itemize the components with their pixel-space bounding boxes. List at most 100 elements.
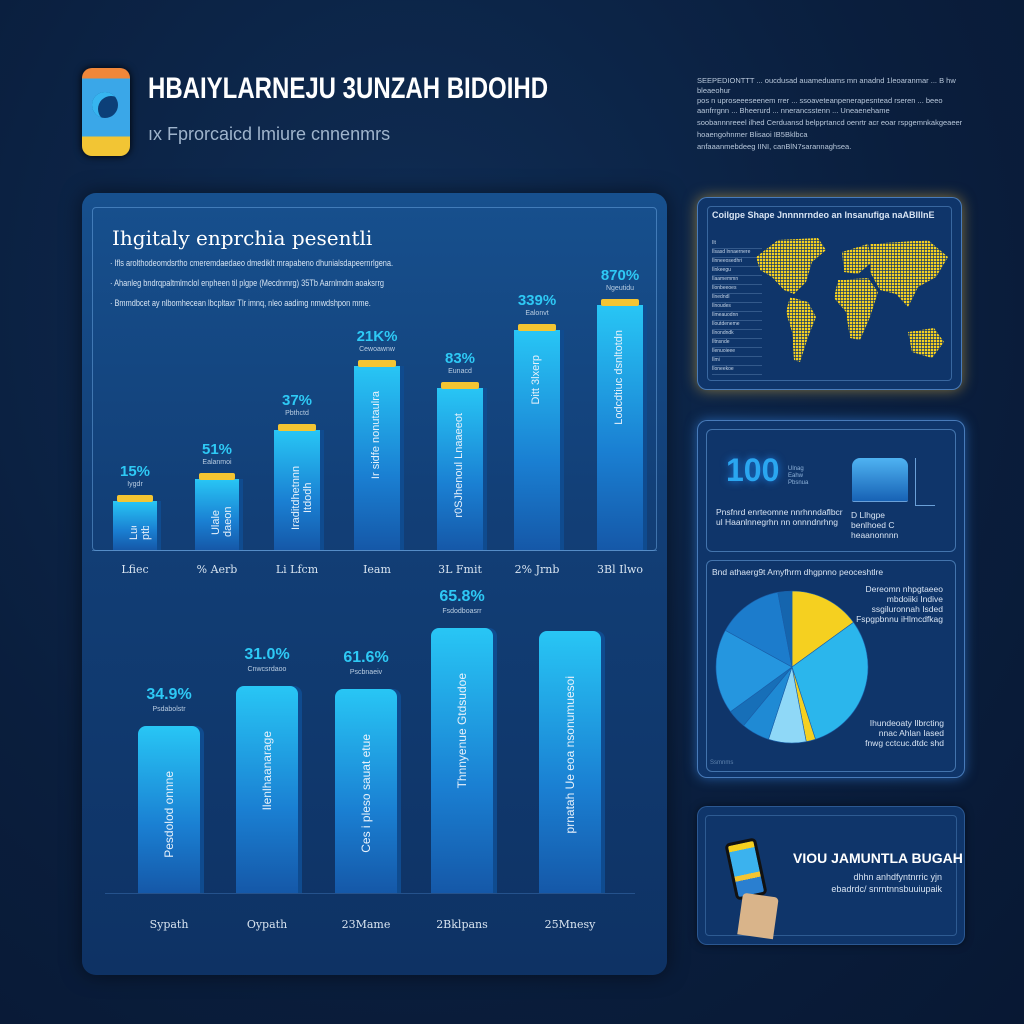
map-legend-item: Ilenuoieee bbox=[712, 348, 762, 357]
bar-inner-text: Lodcdtiuc dsnltotdn bbox=[613, 330, 625, 425]
pie-annotation-bottom: Ihundeoaty Ilbrcting nnac Ahlan Iased fn… bbox=[865, 718, 944, 748]
pie-footnote: Ssmnms bbox=[710, 760, 734, 766]
bar bbox=[113, 501, 157, 550]
category-label: Lfiec bbox=[121, 563, 149, 576]
bar bbox=[539, 630, 601, 893]
bar-sublabel: Pscbnaeiv bbox=[349, 668, 383, 676]
bar-inner-text: Pesdolod onnne bbox=[162, 771, 176, 858]
bar-sublabel: Fsdodboasrr bbox=[442, 608, 482, 615]
map-frame bbox=[707, 206, 952, 381]
note-line: hoaengohnmer Blisaoi IB5Bklbca bbox=[697, 130, 808, 139]
map-title: Coilgpe Shape Jnnnnrndeo an lnsanufiga n… bbox=[712, 210, 935, 220]
bar bbox=[437, 388, 483, 550]
bar bbox=[354, 366, 400, 550]
building-icon bbox=[852, 458, 908, 502]
bar-sublabel: Iygdr bbox=[127, 481, 143, 488]
pie-chart bbox=[715, 590, 869, 744]
promo-frame bbox=[705, 815, 957, 936]
bar-cap bbox=[117, 495, 153, 502]
bar-value-label: 65.8% bbox=[439, 588, 485, 605]
bar-cap bbox=[518, 323, 556, 331]
bar-value-label: 37% bbox=[281, 391, 313, 409]
map-legend-item: Ilnedndl bbox=[712, 294, 762, 303]
bar-inner-text: Ilenlhaanarage bbox=[260, 731, 274, 811]
map-legend-item: Iloutdeneme bbox=[712, 321, 762, 330]
bar-value-label: 21K% bbox=[356, 328, 398, 346]
bar bbox=[274, 429, 320, 550]
bar-value-label: 83% bbox=[444, 350, 476, 368]
map-legend-item: Ilnkeegu bbox=[712, 267, 762, 276]
intro-note: SEEPEDIONTTT ... oucdusad auameduams mn … bbox=[697, 76, 967, 152]
note-line: soobannnreeel ilhed Cerduansd belpprtanc… bbox=[697, 118, 963, 127]
hand-icon bbox=[737, 892, 779, 940]
bar-value-label: 51% bbox=[201, 440, 233, 458]
promo-text: dhhn anhdfyntnrric yjn ebadrdc/ snrntnns… bbox=[831, 872, 942, 894]
category-label: 2% Jrnb bbox=[514, 563, 560, 576]
pie-slice bbox=[724, 591, 793, 668]
stat-right-text: D Llhgpe benlhoed C heaanonnnn bbox=[851, 510, 899, 540]
map-legend-item: Ilaamemmn bbox=[712, 276, 762, 285]
mini-axis-icon bbox=[915, 458, 935, 506]
category-label: 2Bklpans bbox=[436, 918, 488, 931]
map-legend-item: Ilnoudes bbox=[712, 303, 762, 312]
category-label: 3Bl Ilwo bbox=[597, 563, 643, 576]
top-chart-baseline bbox=[92, 550, 657, 551]
top-chart-title: Ihgitaly enprchia pesentli bbox=[112, 226, 373, 250]
stat-left-text: Pnsfnrd enrteomne nnrhnndaflbcr ul Haanl… bbox=[716, 507, 843, 527]
big-number-caption: Ulnag Eahw Pbsnua bbox=[788, 466, 808, 487]
bar-cap bbox=[601, 299, 639, 306]
map-legend-item: Iltnsnde bbox=[712, 339, 762, 348]
bar-sublabel: Ealonvt bbox=[525, 309, 549, 317]
bar-sublabel: Psdabolstr bbox=[152, 706, 186, 714]
pie-slice bbox=[777, 590, 793, 668]
pie-title: Bnd athaerg9t Amyfhrm dhgpnno peoceshtlr… bbox=[712, 567, 884, 577]
pie-box bbox=[706, 560, 956, 772]
top-chart-frame bbox=[92, 207, 657, 551]
bar-value-label: 870% bbox=[600, 267, 640, 284]
bar bbox=[335, 688, 397, 893]
stat-box bbox=[706, 429, 956, 552]
bar-value-label: 15% bbox=[119, 463, 151, 480]
note-line: anfaaanmebdeeg IINI, canBlN7sarannaghsea… bbox=[697, 142, 852, 151]
caption-line: Ulnag bbox=[788, 466, 804, 472]
caption-line: Eahw bbox=[788, 473, 804, 479]
pie-slice bbox=[791, 621, 869, 740]
bar bbox=[236, 686, 298, 893]
bar bbox=[514, 329, 560, 550]
map-legend-item: Ilnneeosedhri bbox=[712, 258, 762, 267]
bar-value-label: 34.9% bbox=[146, 686, 192, 704]
category-label: 23Mame bbox=[341, 918, 391, 931]
category-label: % Aerb bbox=[196, 563, 238, 576]
promo-title: VIOU JAMUNTLA BUGAH bbox=[793, 850, 963, 866]
map-legend-item: Ilmi bbox=[712, 357, 762, 366]
map-legend-item: Ilnondndk bbox=[712, 330, 762, 339]
bar-sublabel: Cnwcsrdaoo bbox=[247, 666, 287, 674]
bar bbox=[195, 478, 239, 550]
caption-line: Pbsnua bbox=[788, 480, 809, 486]
bar-sublabel: Ngeutidu bbox=[605, 285, 635, 292]
category-label: Li Lfcm bbox=[275, 563, 319, 576]
bullet-text: · Ahanleg bndrqpaltmlmclol enpheen til p… bbox=[110, 278, 385, 288]
map-africa bbox=[834, 278, 878, 340]
map-asia bbox=[870, 240, 948, 307]
map-south-america bbox=[786, 297, 816, 362]
bottom-chart-baseline bbox=[105, 893, 635, 894]
pie-slice bbox=[715, 629, 793, 713]
bar bbox=[138, 726, 200, 893]
note-line: pos n uproseeeseenem rrer ... ssoavetean… bbox=[697, 96, 943, 105]
bar bbox=[597, 305, 643, 550]
category-label: Oypath bbox=[246, 918, 288, 931]
pie-annotation-top: Dereomn nhpgtaeeo mbdoiiki Indive ssgilu… bbox=[856, 584, 943, 624]
bar-sublabel: Ealanmoi bbox=[202, 458, 232, 466]
bullet-text: · Bmmdbcet ay nlbomhecean lbcpltaxr Tlr … bbox=[110, 298, 371, 308]
map-north-america bbox=[756, 238, 826, 294]
bar-sublabel: Cewoawnw bbox=[359, 346, 395, 354]
map-legend: Ilt Ilsasd lnnaernere Ilnneeosedhri Ilnkeeg… bbox=[712, 240, 762, 375]
bar-inner-text: Ces i pleso sauat etue bbox=[359, 733, 373, 853]
map-legend-item: Ilsasd lnnaernere bbox=[712, 249, 762, 258]
page-title: HBAIYLARNEJU 3UNZAH BIDOIHD bbox=[148, 72, 549, 105]
bar-value-label: 339% bbox=[517, 291, 557, 309]
map-legend-item: Ilmeauodnn bbox=[712, 312, 762, 321]
map-panel bbox=[697, 197, 962, 390]
note-line: aanfrrgnn ... Bheerurd ... nnerancsstenn… bbox=[697, 106, 890, 115]
